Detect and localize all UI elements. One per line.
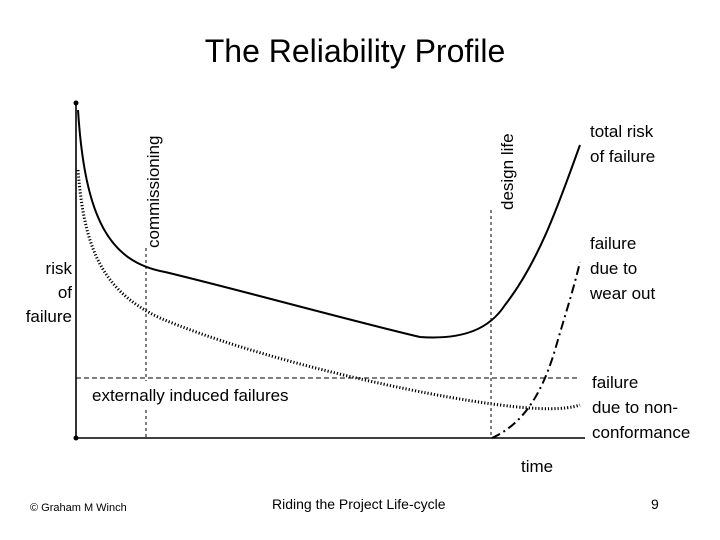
wear-out-label-line-2: due to (590, 259, 637, 278)
non-conformance-label-line-1: failure (592, 373, 638, 392)
total-risk-label-line-1: total risk (590, 122, 654, 141)
wear-out-curve (491, 261, 581, 439)
y-axis-label-line-1: risk (46, 259, 73, 278)
x-axis-label: time (521, 457, 553, 476)
non-conformance-curve (76, 169, 581, 411)
design-life-label: design life (498, 133, 517, 210)
axis-origin (73, 435, 79, 441)
page-number: 9 (651, 496, 659, 512)
y-axis-label-line-2: of (58, 283, 72, 302)
wear-out-label-line-1: failure (590, 234, 636, 253)
external-failures-label-backing (88, 381, 326, 407)
footer-copyright: © Graham M Winch (30, 502, 127, 514)
slide-title: The Reliability Profile (204, 33, 506, 69)
commissioning-label: commissioning (144, 136, 163, 248)
wear-out-label-line-3: wear out (589, 284, 655, 303)
y-axis-label-line-3: failure (26, 307, 72, 326)
total-risk-curve (77, 109, 581, 339)
footer-presentation-title: Riding the Project Life-cycle (272, 496, 446, 512)
external-failures-label: externally induced failures (92, 386, 289, 405)
non-conformance-label-line-2: due to non- (592, 398, 678, 417)
y-axis-endpoint (73, 100, 79, 106)
total-risk-label-line-2: of failure (590, 147, 655, 166)
non-conformance-label-line-3: conformance (592, 423, 690, 442)
